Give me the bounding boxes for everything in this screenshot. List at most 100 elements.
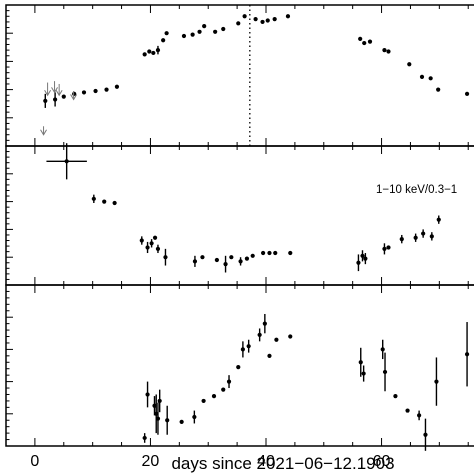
data-point xyxy=(288,250,293,256)
panel-annotation: 1−10 keV/0.3−1 xyxy=(376,184,457,196)
data-point xyxy=(164,31,169,36)
data-point xyxy=(81,90,87,95)
data-point xyxy=(112,200,117,206)
data-point xyxy=(382,369,388,375)
data-point xyxy=(360,253,365,258)
data-point xyxy=(260,19,265,25)
data-point xyxy=(253,17,258,22)
data-point xyxy=(434,379,439,384)
data-point xyxy=(405,408,410,413)
data-point xyxy=(464,91,470,96)
data-point xyxy=(152,235,158,240)
data-point xyxy=(221,387,226,392)
data-point xyxy=(356,260,361,265)
data-point xyxy=(190,32,195,37)
data-point xyxy=(274,337,279,342)
data-point xyxy=(213,29,218,34)
data-point xyxy=(436,87,441,92)
data-point xyxy=(419,74,425,80)
data-point xyxy=(399,237,404,242)
data-point xyxy=(428,76,433,81)
data-point xyxy=(202,24,207,29)
panel-1-frame xyxy=(5,4,474,147)
data-point xyxy=(91,196,96,201)
data-point xyxy=(358,36,363,41)
data-point xyxy=(155,48,161,53)
data-point xyxy=(363,256,368,261)
data-point xyxy=(145,392,150,397)
x-axis: 0 20 40 60 xyxy=(30,453,390,470)
data-point xyxy=(436,217,441,222)
data-point xyxy=(417,413,422,418)
data-point xyxy=(382,48,387,53)
data-point xyxy=(250,253,255,258)
data-point xyxy=(423,432,428,437)
panel-frames xyxy=(5,4,474,447)
data-point xyxy=(380,347,385,352)
data-point xyxy=(262,321,267,326)
data-point xyxy=(240,347,245,352)
data-point xyxy=(362,40,367,46)
data-point xyxy=(257,332,262,338)
data-point xyxy=(43,98,48,103)
data-point xyxy=(93,88,98,94)
data-point xyxy=(386,49,391,54)
data-point xyxy=(61,94,66,99)
upper-limit-arrowhead xyxy=(44,89,52,97)
x-tick-label: 40 xyxy=(257,453,275,470)
data-point xyxy=(285,14,291,19)
data-point xyxy=(53,97,58,102)
panel-content xyxy=(40,5,470,451)
data-point xyxy=(163,255,168,260)
data-point xyxy=(161,38,166,43)
data-point xyxy=(201,398,206,404)
x-tick-label: 0 xyxy=(30,453,39,470)
data-point xyxy=(142,52,147,57)
data-point xyxy=(211,393,217,399)
data-point xyxy=(179,419,184,424)
x-tick-label: 20 xyxy=(142,453,160,470)
data-point xyxy=(149,241,154,246)
data-point xyxy=(155,416,161,421)
data-point xyxy=(244,256,250,261)
data-point xyxy=(361,371,366,376)
data-point xyxy=(288,334,293,339)
data-point xyxy=(157,398,162,404)
data-point xyxy=(413,235,418,240)
data-point xyxy=(151,50,156,56)
data-point xyxy=(64,159,69,164)
data-point xyxy=(261,250,266,256)
data-point xyxy=(267,353,272,358)
upper-limit-arrowhead xyxy=(51,87,58,94)
data-point xyxy=(192,259,198,264)
data-point xyxy=(181,33,187,39)
data-point xyxy=(393,393,398,399)
data-point xyxy=(214,257,219,263)
data-point xyxy=(236,21,241,26)
data-point xyxy=(223,262,228,267)
data-point xyxy=(226,379,232,384)
data-point xyxy=(265,18,270,23)
data-point xyxy=(192,414,197,420)
data-point xyxy=(238,259,243,264)
data-point xyxy=(242,14,247,19)
upper-limit-arrowhead xyxy=(40,129,47,136)
data-point xyxy=(407,62,412,67)
upper-limit-arrowhead xyxy=(55,89,63,97)
data-point xyxy=(145,245,150,250)
data-point xyxy=(229,255,234,260)
data-point xyxy=(139,238,144,243)
data-point xyxy=(236,365,241,370)
panel-3-frame xyxy=(5,284,474,447)
data-point xyxy=(272,17,277,22)
data-point xyxy=(104,87,109,92)
data-point xyxy=(382,246,387,251)
data-point xyxy=(197,29,202,34)
data-point xyxy=(367,39,373,44)
data-point xyxy=(273,250,278,256)
x-tick-label: 60 xyxy=(373,453,391,470)
data-point xyxy=(358,360,363,365)
upper-limit-arrowhead xyxy=(70,94,78,101)
data-point xyxy=(102,199,107,204)
